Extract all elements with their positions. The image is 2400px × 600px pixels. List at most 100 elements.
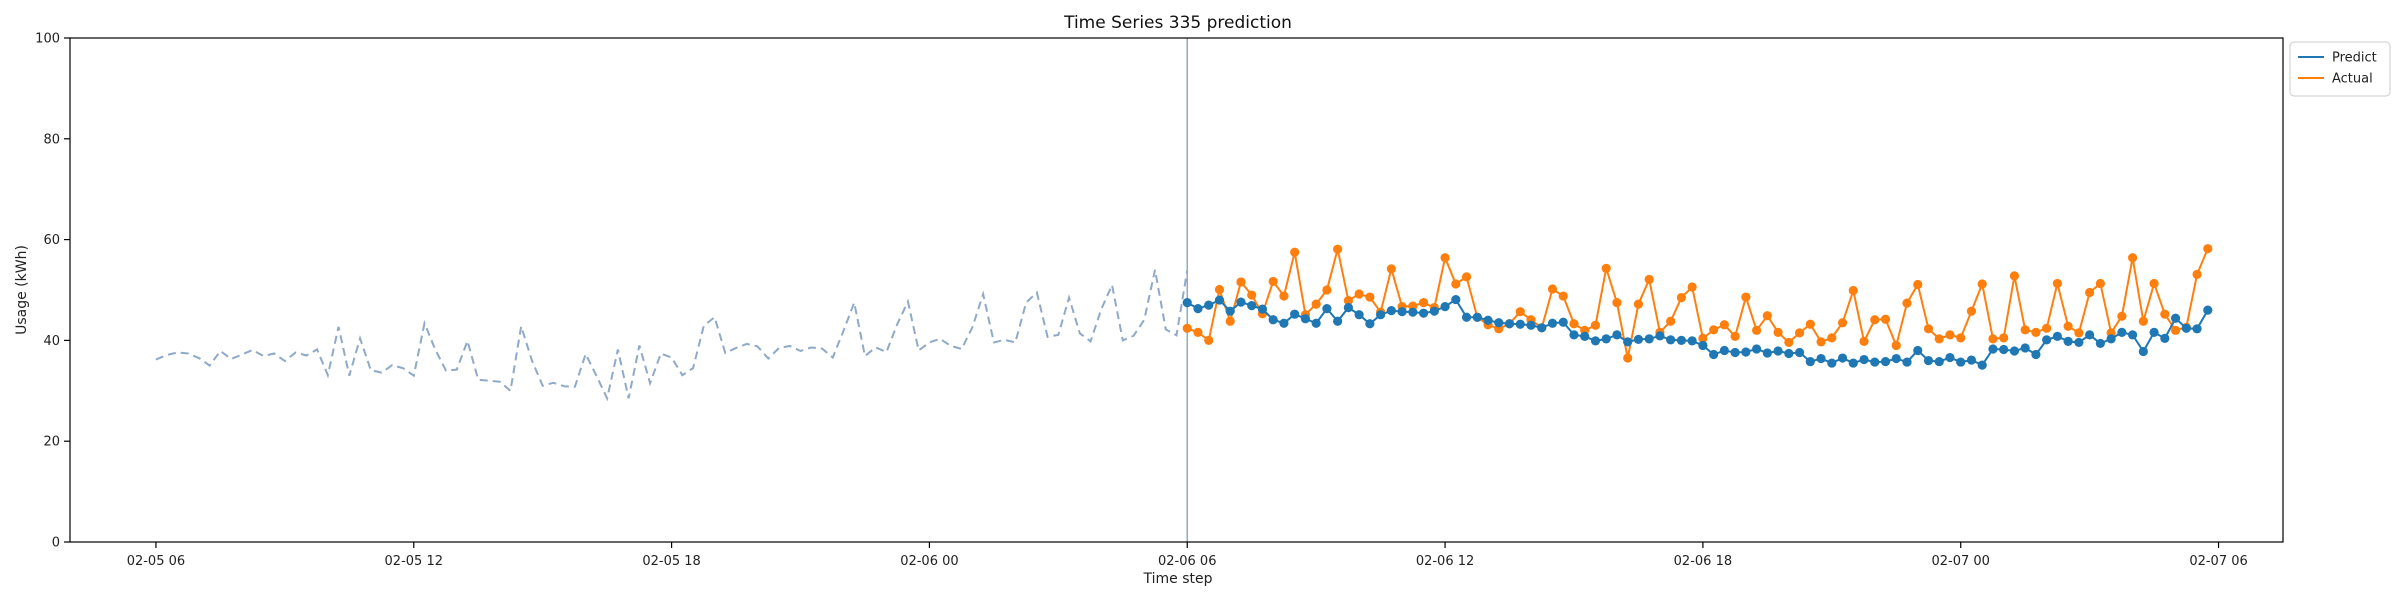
- predict-point: [1827, 358, 1837, 368]
- predict-point: [1429, 306, 1439, 316]
- actual-point: [1343, 295, 1353, 306]
- actual-point: [1988, 334, 1998, 344]
- actual-point: [1418, 298, 1429, 308]
- x-tick-label: 02-07 06: [2189, 554, 2247, 569]
- predict-point: [1268, 315, 1278, 325]
- actual-point: [2192, 269, 2202, 279]
- predict-point: [2095, 338, 2105, 349]
- actual-point: [1902, 298, 1912, 308]
- predict-point: [2020, 343, 2030, 353]
- predict-point: [1687, 336, 1697, 346]
- actual-point: [1623, 353, 1633, 363]
- predict-point: [1537, 323, 1547, 333]
- predict-point: [1494, 318, 1504, 328]
- predict-point: [1870, 357, 1880, 367]
- actual-point: [1956, 333, 1966, 343]
- actual-point: [1816, 337, 1826, 347]
- predict-point: [1784, 348, 1794, 359]
- predict-point: [1193, 304, 1203, 314]
- predict-point: [1397, 307, 1407, 317]
- actual-point: [1601, 263, 1611, 273]
- predict-point: [1322, 304, 1332, 314]
- actual-point: [1709, 325, 1719, 335]
- actual-point: [1279, 291, 1289, 301]
- actual-point: [1794, 328, 1805, 338]
- predict-point: [1204, 300, 1214, 310]
- predict-point: [1225, 306, 1235, 316]
- predict-point: [1633, 334, 1644, 344]
- predict-point: [2009, 346, 2020, 356]
- actual-point: [2095, 278, 2105, 289]
- predict-point: [1945, 352, 1955, 363]
- actual-point: [2009, 271, 2020, 281]
- actual-point: [1290, 247, 1300, 257]
- actual-point: [1440, 253, 1450, 263]
- predict-point: [1902, 357, 1912, 367]
- x-axis-label: Time step: [1143, 571, 1213, 587]
- actual-point: [1676, 292, 1687, 303]
- actual-point: [1687, 282, 1697, 292]
- predict-point: [1311, 318, 1321, 328]
- actual-point: [2128, 253, 2138, 263]
- actual-point: [1268, 276, 1278, 287]
- predict-point: [1762, 348, 1772, 358]
- predict-point: [1182, 298, 1192, 308]
- y-tick-label: 0: [52, 536, 60, 551]
- predict-point: [1257, 304, 1268, 314]
- x-tick-label: 02-05 12: [385, 554, 443, 569]
- predict-point: [1214, 295, 1225, 305]
- predict-point: [1343, 303, 1353, 313]
- predict-point: [1794, 347, 1805, 358]
- y-tick-label: 40: [43, 334, 60, 349]
- predict-point: [1752, 344, 1762, 354]
- x-tick-label: 02-07 00: [1931, 554, 1989, 569]
- actual-point: [1193, 327, 1203, 337]
- actual-point: [1923, 324, 1934, 334]
- predict-point: [1805, 356, 1815, 367]
- predict-point: [1408, 307, 1418, 317]
- predict-point: [1623, 337, 1633, 347]
- predict-point: [2117, 327, 2127, 337]
- x-tick-label: 02-06 00: [900, 554, 958, 569]
- predict-point: [1956, 357, 1966, 367]
- predict-point: [1977, 360, 1987, 370]
- actual-point: [1880, 314, 1891, 324]
- plot-frame: [69, 37, 2284, 543]
- x-tick-label: 02-05 18: [642, 554, 700, 569]
- predict-point: [1999, 344, 2009, 355]
- y-tick-label: 80: [43, 132, 60, 147]
- predict-point: [1676, 335, 1687, 345]
- actual-point: [2063, 321, 2073, 331]
- actual-point: [1741, 292, 1751, 302]
- predict-point: [2160, 333, 2170, 343]
- actual-point: [1182, 323, 1192, 333]
- actual-point: [1365, 292, 1375, 302]
- actual-point: [2074, 328, 2084, 338]
- predict-point: [1300, 314, 1311, 324]
- actual-point: [1558, 291, 1568, 301]
- predict-point: [1966, 355, 1977, 365]
- actual-point: [1644, 274, 1654, 285]
- actual-point: [1752, 325, 1762, 335]
- x-tick-label: 02-06 12: [1416, 554, 1474, 569]
- predict-point: [2170, 313, 2181, 323]
- predict-point: [1386, 306, 1396, 316]
- predict-point: [1816, 353, 1826, 364]
- actual-point: [1547, 284, 1558, 294]
- predict-point: [2138, 346, 2148, 357]
- predict-point: [1590, 336, 1601, 346]
- actual-point: [1730, 331, 1740, 341]
- predict-point: [1741, 347, 1751, 357]
- predict-point: [1279, 318, 1289, 328]
- predict-point: [1837, 353, 1848, 363]
- actual-point: [1848, 285, 1858, 296]
- predict-point: [1418, 308, 1429, 318]
- actual-point: [1977, 279, 1987, 289]
- actual-point: [2085, 287, 2095, 298]
- predict-point: [1483, 315, 1493, 325]
- predict-point: [2074, 337, 2084, 348]
- predict-point: [1504, 319, 1515, 329]
- actual-point: [1859, 336, 1869, 347]
